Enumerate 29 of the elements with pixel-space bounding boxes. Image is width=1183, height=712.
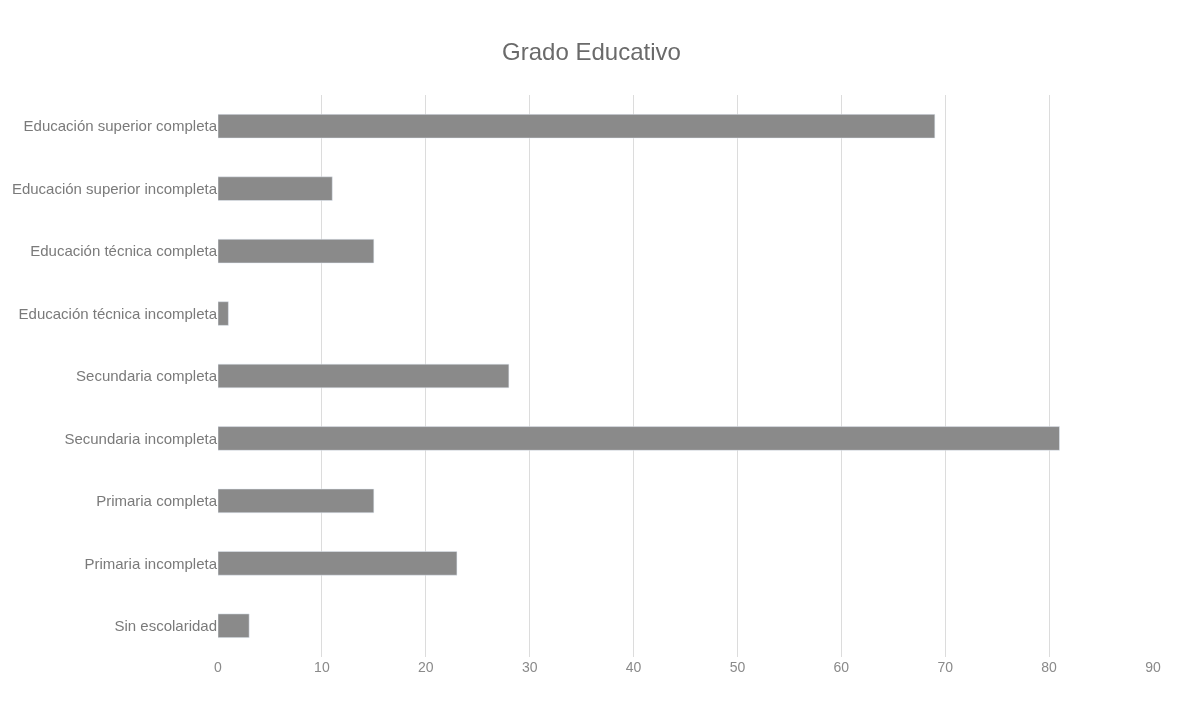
chart-title: Grado Educativo	[502, 37, 681, 65]
bar	[218, 301, 229, 326]
y-tick-label: Educación superior incompleta	[11, 179, 218, 197]
bar	[218, 239, 375, 264]
x-tick-label: 0	[214, 659, 223, 675]
y-tick-label: Educación técnica incompleta	[18, 304, 218, 322]
x-tick-label: 60	[833, 659, 850, 675]
x-tick-label: 80	[1041, 659, 1058, 675]
x-tick-label: 20	[417, 659, 434, 675]
y-tick-label: Secundaria completa	[76, 367, 218, 385]
bar	[218, 363, 510, 389]
x-tick-label: 70	[937, 659, 954, 675]
y-tick-label: Primaria incompleta	[84, 554, 218, 572]
y-tick-label: Educación superior completa	[23, 117, 218, 135]
bar	[218, 488, 375, 513]
x-tick-label: 10	[314, 659, 330, 675]
bar	[218, 114, 936, 139]
bar	[218, 426, 1060, 451]
y-tick-label: Primaria completa	[96, 492, 218, 510]
bar	[218, 613, 250, 638]
x-tick-label: 50	[729, 659, 746, 675]
bar	[218, 551, 458, 576]
x-tick-label: 90	[1145, 659, 1161, 675]
y-tick-label: Secundaria incompleta	[64, 429, 218, 447]
bar	[218, 176, 333, 201]
y-tick-label: Sin escolaridad	[114, 617, 217, 635]
x-tick-label: 40	[625, 659, 642, 675]
y-tick-label: Educación técnica completa	[30, 242, 218, 260]
x-tick-label: 30	[521, 659, 538, 675]
